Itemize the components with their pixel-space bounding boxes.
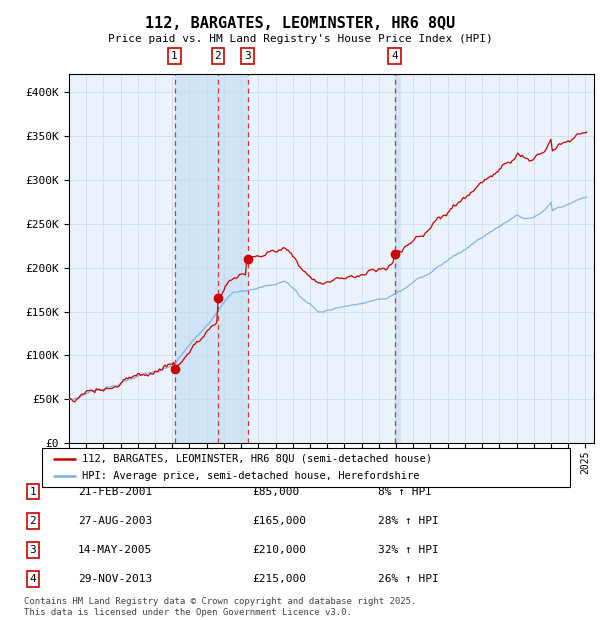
Text: £215,000: £215,000: [252, 574, 306, 584]
Text: £165,000: £165,000: [252, 516, 306, 526]
Text: 8% ↑ HPI: 8% ↑ HPI: [378, 487, 432, 497]
Text: 14-MAY-2005: 14-MAY-2005: [78, 545, 152, 555]
Text: 29-NOV-2013: 29-NOV-2013: [78, 574, 152, 584]
Text: £85,000: £85,000: [252, 487, 299, 497]
Text: 1: 1: [29, 487, 37, 497]
Text: 4: 4: [391, 51, 398, 61]
Bar: [395, 74, 400, 443]
Text: Price paid vs. HM Land Registry's House Price Index (HPI): Price paid vs. HM Land Registry's House …: [107, 34, 493, 44]
FancyBboxPatch shape: [42, 448, 570, 487]
Text: 26% ↑ HPI: 26% ↑ HPI: [378, 574, 439, 584]
Text: 2: 2: [215, 51, 221, 61]
Text: 2: 2: [29, 516, 37, 526]
Text: 3: 3: [29, 545, 37, 555]
Text: £210,000: £210,000: [252, 545, 306, 555]
Text: 21-FEB-2001: 21-FEB-2001: [78, 487, 152, 497]
Text: 4: 4: [29, 574, 37, 584]
Text: 28% ↑ HPI: 28% ↑ HPI: [378, 516, 439, 526]
Text: 1: 1: [171, 51, 178, 61]
Text: 3: 3: [244, 51, 251, 61]
Text: 112, BARGATES, LEOMINSTER, HR6 8QU: 112, BARGATES, LEOMINSTER, HR6 8QU: [145, 16, 455, 30]
Text: Contains HM Land Registry data © Crown copyright and database right 2025.
This d: Contains HM Land Registry data © Crown c…: [24, 598, 416, 617]
Bar: [175, 74, 247, 443]
Text: 112, BARGATES, LEOMINSTER, HR6 8QU (semi-detached house): 112, BARGATES, LEOMINSTER, HR6 8QU (semi…: [82, 454, 431, 464]
Text: 27-AUG-2003: 27-AUG-2003: [78, 516, 152, 526]
Text: 32% ↑ HPI: 32% ↑ HPI: [378, 545, 439, 555]
Text: HPI: Average price, semi-detached house, Herefordshire: HPI: Average price, semi-detached house,…: [82, 471, 419, 481]
